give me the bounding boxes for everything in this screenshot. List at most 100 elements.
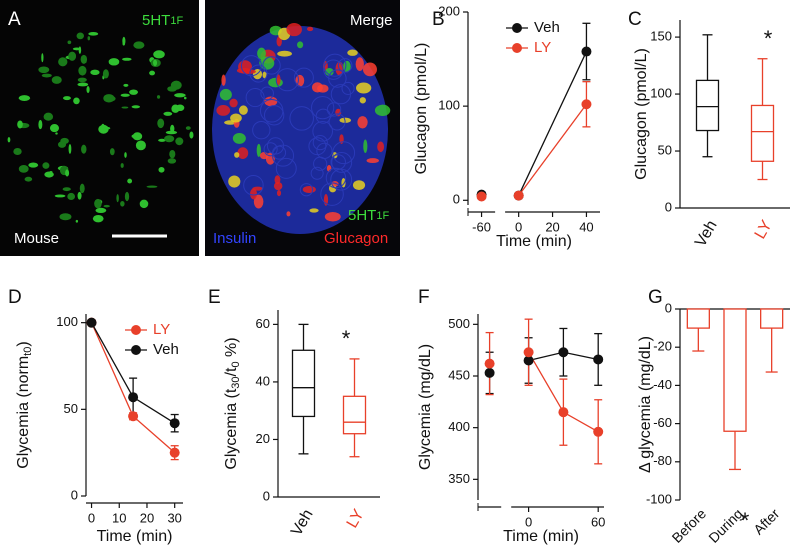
cell bbox=[264, 96, 278, 107]
cell bbox=[124, 152, 127, 158]
point bbox=[169, 447, 180, 458]
cell bbox=[103, 204, 110, 208]
y-axis-label-part: ) bbox=[15, 341, 32, 346]
cell bbox=[24, 176, 33, 182]
cell bbox=[75, 219, 79, 223]
x-tick-label: 0 bbox=[525, 514, 532, 529]
cell bbox=[73, 97, 80, 105]
cell bbox=[18, 164, 29, 173]
cell bbox=[81, 144, 87, 154]
cell bbox=[237, 147, 249, 160]
merge-label: Merge bbox=[350, 12, 393, 29]
cell bbox=[230, 113, 242, 123]
cell bbox=[108, 58, 120, 66]
cell bbox=[352, 180, 366, 191]
x-tick-label: 0 bbox=[515, 219, 522, 234]
annotation: * bbox=[764, 26, 773, 51]
cell bbox=[245, 88, 265, 108]
y-axis-label-part: /t bbox=[223, 367, 240, 376]
y-tick-label: 100 bbox=[650, 85, 672, 100]
cell bbox=[297, 41, 304, 49]
cell bbox=[165, 130, 178, 135]
cell bbox=[169, 149, 176, 159]
cell bbox=[249, 64, 268, 83]
cell bbox=[309, 208, 319, 213]
cell bbox=[123, 83, 129, 87]
cell bbox=[263, 105, 285, 126]
y-tick-label: 40 bbox=[256, 373, 270, 388]
cell bbox=[127, 178, 133, 184]
stain-label: Insulin bbox=[213, 230, 256, 247]
panel-label: B bbox=[432, 9, 445, 30]
legend-marker bbox=[131, 325, 141, 335]
cell bbox=[55, 132, 58, 135]
point bbox=[169, 418, 180, 429]
cell bbox=[377, 141, 385, 153]
cell bbox=[122, 41, 125, 46]
cell bbox=[286, 22, 302, 37]
cell bbox=[268, 77, 283, 88]
cell bbox=[312, 120, 334, 142]
cell bbox=[120, 200, 125, 207]
cell bbox=[78, 65, 87, 76]
marker-sub: 1F bbox=[170, 15, 183, 27]
cell bbox=[38, 66, 50, 74]
bar bbox=[686, 308, 710, 329]
y-tick-label: 400 bbox=[448, 419, 470, 434]
cell bbox=[13, 147, 22, 156]
cell bbox=[250, 188, 257, 200]
panel: D 0 50 100 Glycemia (normt0) 0 10 20 30 Time (min… bbox=[8, 287, 183, 545]
panel-a: A 5HT1F Mouse Merge 5HT1F Insulin Glucag… bbox=[0, 0, 400, 256]
cell bbox=[185, 126, 191, 130]
legend-label: LY bbox=[153, 321, 170, 338]
marker-label: 5HT1F bbox=[348, 207, 389, 224]
annotation: * bbox=[741, 508, 750, 533]
point bbox=[593, 426, 604, 437]
marker-label: 5HT1F bbox=[142, 12, 183, 29]
cell bbox=[312, 82, 323, 93]
cell bbox=[272, 144, 295, 167]
cell bbox=[57, 141, 67, 148]
legend-label: Veh bbox=[153, 341, 179, 358]
y-axis-label: Glucagon (pmol/L) bbox=[413, 43, 430, 175]
cell bbox=[77, 191, 82, 200]
cell bbox=[312, 135, 328, 151]
panel-label: A bbox=[8, 9, 21, 30]
cell bbox=[289, 106, 314, 131]
panel: B 0 100 200 Glucagon (pmol/L) -60 0 20 40 Time (m… bbox=[413, 3, 600, 250]
cell bbox=[273, 181, 283, 191]
y-tick-label: 0 bbox=[453, 192, 460, 207]
cell bbox=[77, 77, 87, 83]
box bbox=[291, 349, 316, 418]
cell bbox=[78, 46, 82, 54]
point bbox=[593, 354, 604, 365]
legend-marker bbox=[131, 345, 141, 355]
x-axis-label: Time (min) bbox=[503, 528, 579, 545]
cell bbox=[92, 214, 104, 223]
y-axis-label: Glycemia (t30/t0 %) bbox=[223, 337, 242, 469]
cell bbox=[274, 175, 281, 185]
cell bbox=[302, 185, 316, 194]
x-tick-label: LY bbox=[752, 217, 776, 242]
cell bbox=[63, 96, 71, 101]
cell bbox=[121, 106, 129, 109]
cell bbox=[65, 169, 70, 177]
cell bbox=[323, 53, 347, 77]
cell bbox=[133, 41, 145, 49]
cell bbox=[323, 59, 344, 80]
cell bbox=[62, 187, 71, 192]
panel-label: E bbox=[208, 287, 221, 308]
x-tick-label: During bbox=[705, 505, 745, 545]
cell bbox=[259, 99, 284, 123]
marker-main: 5HT bbox=[348, 207, 376, 224]
cell bbox=[131, 105, 141, 109]
cell bbox=[276, 74, 281, 86]
point bbox=[581, 99, 592, 110]
y-tick-label: 0 bbox=[263, 488, 270, 503]
cell bbox=[139, 199, 149, 209]
y-tick-label: 50 bbox=[658, 142, 672, 157]
box bbox=[342, 395, 367, 435]
